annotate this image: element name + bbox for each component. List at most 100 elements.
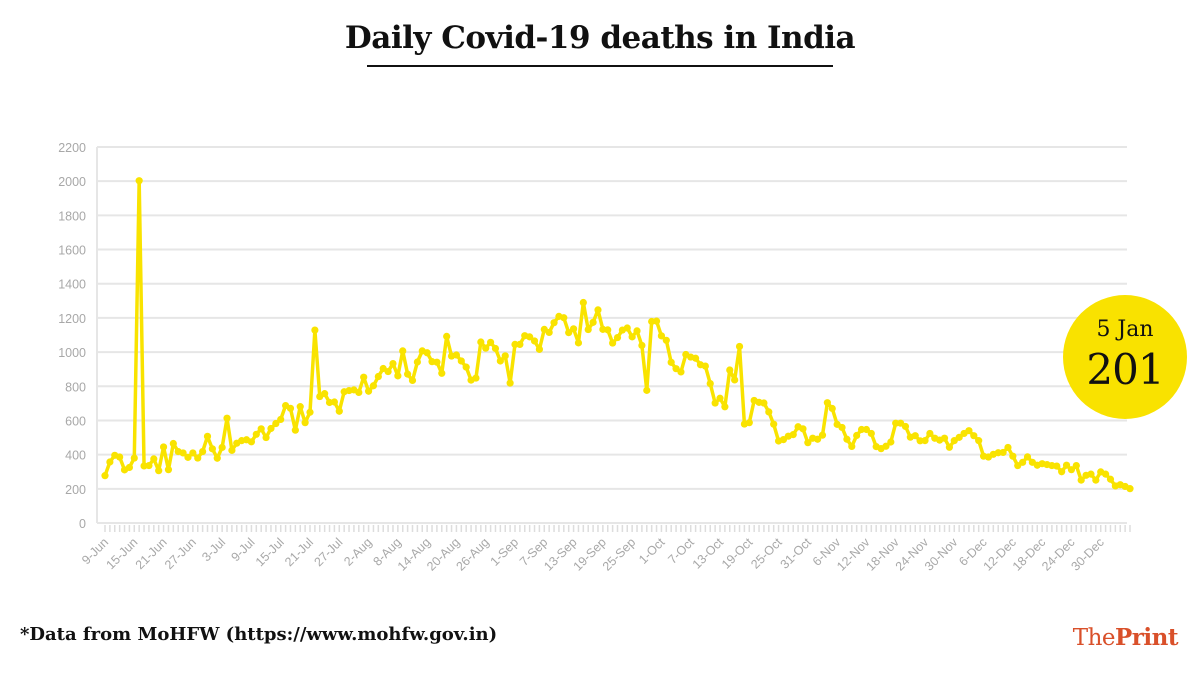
data-point	[526, 333, 534, 341]
data-point	[628, 333, 636, 341]
y-tick-label: 1200	[58, 312, 86, 326]
data-point	[999, 448, 1007, 457]
data-point	[760, 399, 768, 407]
data-point	[1019, 458, 1027, 466]
data-point	[799, 425, 807, 433]
data-point	[731, 376, 739, 384]
data-point	[726, 366, 734, 374]
data-point	[765, 408, 773, 416]
x-tick-label: 15-Jul	[253, 535, 287, 569]
data-point	[579, 298, 587, 307]
data-point	[321, 390, 329, 398]
data-point	[677, 368, 685, 376]
data-point	[189, 449, 197, 457]
data-point	[882, 442, 890, 450]
data-point	[262, 433, 270, 442]
data-point	[423, 349, 431, 357]
data-point	[1009, 452, 1017, 460]
logo-print: Print	[1115, 624, 1179, 651]
x-tick-label: 21-Jun	[133, 535, 170, 572]
data-point	[491, 344, 500, 353]
x-tick-label: 26-Aug	[453, 535, 491, 573]
x-tick-label: 15-Jun	[103, 535, 140, 572]
y-tick-label: 2200	[58, 141, 86, 155]
data-point	[179, 449, 187, 457]
data-point	[477, 338, 485, 346]
data-point	[1092, 476, 1100, 484]
data-point	[535, 345, 544, 353]
data-point	[867, 429, 875, 438]
data-point	[940, 434, 949, 442]
data-point	[404, 370, 412, 378]
x-tick-label: 13-Oct	[690, 535, 727, 572]
data-point	[1101, 470, 1110, 478]
data-point	[652, 317, 661, 325]
data-point	[921, 437, 929, 445]
data-point	[789, 431, 797, 439]
data-point	[1023, 453, 1032, 461]
y-tick-label: 1800	[58, 209, 86, 223]
data-point	[1067, 466, 1076, 474]
data-point	[306, 408, 314, 416]
data-point	[643, 386, 651, 394]
data-point	[1077, 476, 1085, 484]
data-point	[501, 352, 509, 360]
data-point	[1058, 468, 1066, 476]
data-point	[560, 314, 568, 322]
data-point	[701, 362, 709, 370]
data-point	[604, 326, 612, 334]
data-point	[364, 387, 373, 395]
data-point	[389, 359, 397, 368]
latest-value-callout: 5 Jan 201	[1063, 295, 1187, 419]
x-tick-label: 21-Jul	[282, 535, 316, 569]
data-point	[589, 318, 597, 326]
title-underline	[367, 65, 833, 67]
data-point	[814, 435, 822, 443]
data-point	[125, 463, 134, 472]
data-point	[862, 425, 871, 434]
callout-date: 5 Jan	[1096, 317, 1154, 342]
chart-title: Daily Covid-19 deaths in India	[344, 20, 856, 56]
data-point	[716, 394, 724, 402]
data-point	[116, 453, 124, 461]
data-point	[506, 379, 514, 387]
data-point	[360, 373, 368, 381]
data-point	[848, 442, 856, 451]
data-point	[1062, 461, 1071, 469]
y-tick-label: 2000	[58, 175, 86, 189]
data-point	[633, 327, 641, 335]
x-tick-label: 25-Oct	[748, 535, 785, 572]
x-tick-label: 2-Aug	[341, 535, 375, 569]
y-tick-label: 400	[65, 449, 86, 463]
data-point	[638, 341, 646, 350]
data-point	[1053, 462, 1061, 470]
data-point	[199, 447, 207, 456]
callout-value: 201	[1086, 345, 1164, 394]
data-point	[462, 363, 470, 371]
data-point	[970, 432, 978, 440]
data-point	[106, 458, 114, 466]
data-point	[457, 357, 465, 365]
data-point	[613, 333, 622, 342]
data-point	[277, 415, 285, 424]
data-point	[257, 425, 265, 433]
x-tick-label: 30-Nov	[922, 535, 961, 574]
y-tick-label: 200	[65, 483, 86, 497]
data-point	[472, 374, 480, 382]
data-point	[623, 324, 631, 332]
data-point	[443, 332, 451, 340]
data-point	[1004, 443, 1012, 452]
logo-the: The	[1072, 625, 1116, 651]
y-tick-label: 1400	[58, 278, 86, 292]
x-tick-label: 31-Oct	[778, 535, 815, 572]
data-point	[691, 354, 700, 362]
data-point	[228, 446, 236, 454]
data-point	[252, 430, 260, 438]
data-point	[374, 372, 382, 381]
data-point	[770, 420, 778, 428]
data-point	[247, 438, 256, 446]
data-point	[486, 338, 495, 346]
data-point	[569, 325, 578, 333]
data-point	[945, 443, 954, 451]
